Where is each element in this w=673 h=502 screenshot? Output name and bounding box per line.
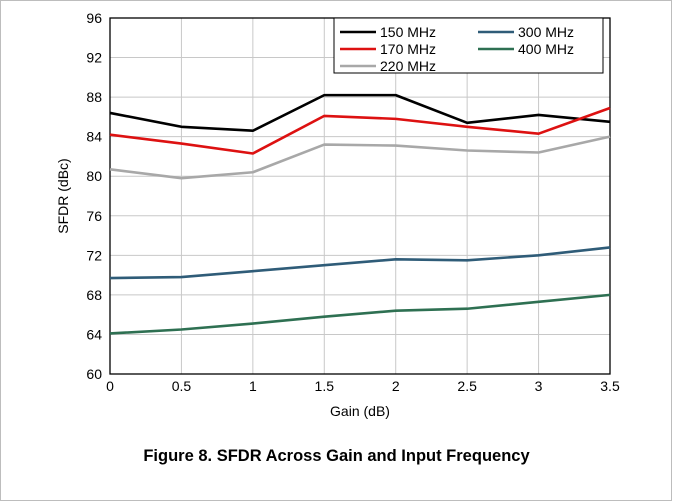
x-tick-label: 2.5 [457,378,477,394]
legend-label-170-mhz: 170 MHz [380,41,436,57]
x-tick-label: 0.5 [172,378,192,394]
y-tick-label: 60 [86,366,102,382]
x-tick-label: 1 [249,378,257,394]
x-axis-label: Gain (dB) [330,403,390,419]
y-tick-label: 92 [86,50,102,66]
y-tick-labels: 60 64 68 72 76 80 84 88 92 96 [86,10,102,382]
x-tick-label: 1.5 [315,378,335,394]
sfdr-line-chart: 60 64 68 72 76 80 84 88 92 96 0 0.5 1 1.5 2 2.5 3 3.5 Ga… [55,10,620,419]
legend-label-150-mhz: 150 MHz [380,24,436,40]
series-line-150-mhz [109,93,611,133]
legend-box [333,17,604,74]
y-axis-label: SFDR (dBc) [55,158,71,233]
y-tick-label: 72 [86,247,102,263]
x-tick-label: 2 [392,378,400,394]
x-tick-label: 0 [106,378,114,394]
legend-label-220-mhz: 220 MHz [380,58,436,74]
legend-label-300-mhz: 300 MHz [518,24,574,40]
legend-label-400-mhz: 400 MHz [518,41,574,57]
x-tick-label: 3.5 [600,378,620,394]
series-line-170-mhz [109,106,611,155]
series-line-300-mhz [109,246,611,280]
series-line-400-mhz [109,293,611,335]
y-tick-label: 68 [86,287,102,303]
x-tick-labels: 0 0.5 1 1.5 2 2.5 3 3.5 [106,378,620,394]
y-tick-label: 80 [86,168,102,184]
series-layer [109,93,611,335]
y-tick-label: 88 [86,89,102,105]
y-tick-label: 64 [86,326,102,342]
y-tick-label: 76 [86,208,102,224]
figure-caption: Figure 8. SFDR Across Gain and Input Fre… [143,447,530,465]
series-line-220-mhz [109,135,611,180]
y-tick-label: 84 [86,129,102,145]
y-tick-label: 96 [86,10,102,26]
x-tick-label: 3 [535,378,543,394]
